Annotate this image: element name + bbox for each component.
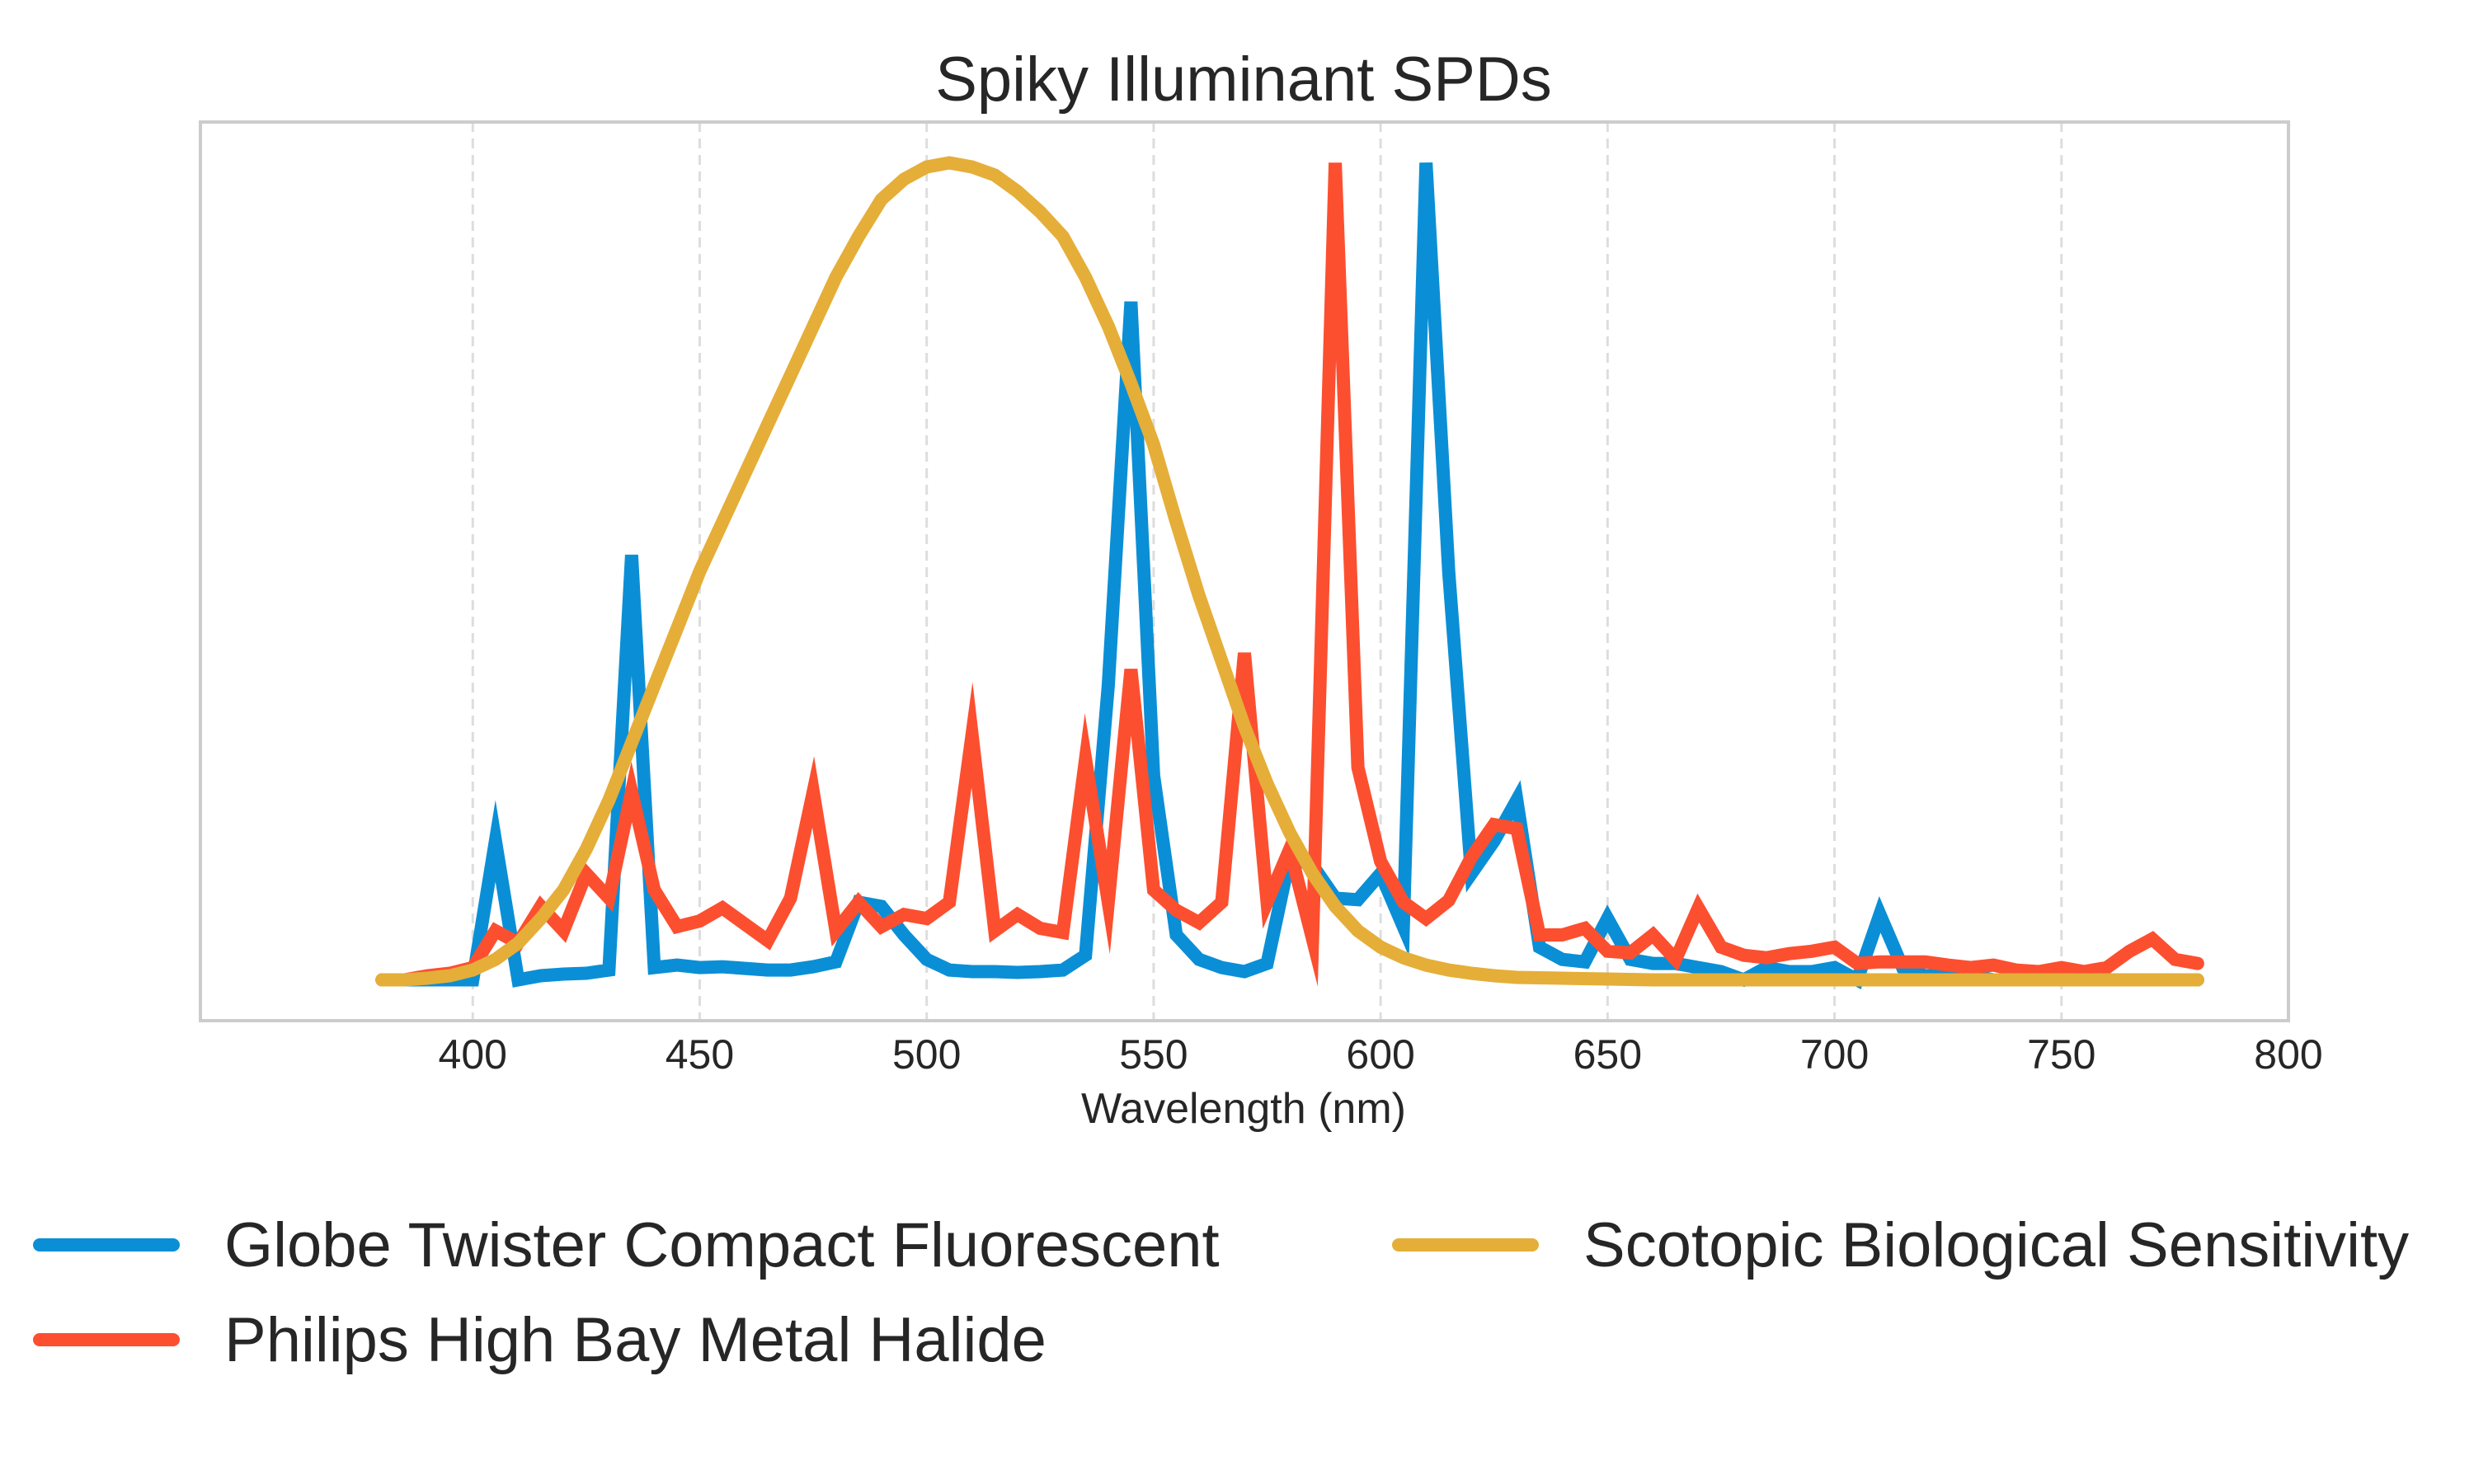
plot-frame (199, 120, 2290, 1022)
series-line-1 (375, 162, 2204, 987)
legend: Globe Twister Compact Fluorescent Philips… (33, 1210, 2409, 1375)
x-axis-ticks: 400 450 500 550 600 650 700 750 800 (439, 1031, 2323, 1078)
x-tick-label-400: 400 (439, 1031, 507, 1078)
x-tick-label-650: 650 (1573, 1031, 1642, 1078)
legend-label-0: Globe Twister Compact Fluorescent (224, 1210, 1220, 1280)
x-tick-label-600: 600 (1346, 1031, 1414, 1078)
x-tick-label-550: 550 (1119, 1031, 1188, 1078)
x-axis-title: Wavelength (nm) (1081, 1085, 1406, 1133)
x-tick-label-500: 500 (892, 1031, 961, 1078)
legend-label-1: Philips High Bay Metal Halide (224, 1305, 1047, 1375)
series-lines (375, 156, 2204, 990)
chart-title: Spiky Illuminant SPDs (935, 45, 1552, 115)
grid (471, 122, 2063, 1021)
series-line-2 (375, 156, 2204, 987)
x-tick-label-800: 800 (2254, 1031, 2322, 1078)
x-tick-label-700: 700 (1800, 1031, 1869, 1078)
x-tick-label-450: 450 (666, 1031, 734, 1078)
legend-label-2: Scotopic Biological Sensitivity (1583, 1210, 2409, 1280)
x-tick-label-750: 750 (2027, 1031, 2095, 1078)
